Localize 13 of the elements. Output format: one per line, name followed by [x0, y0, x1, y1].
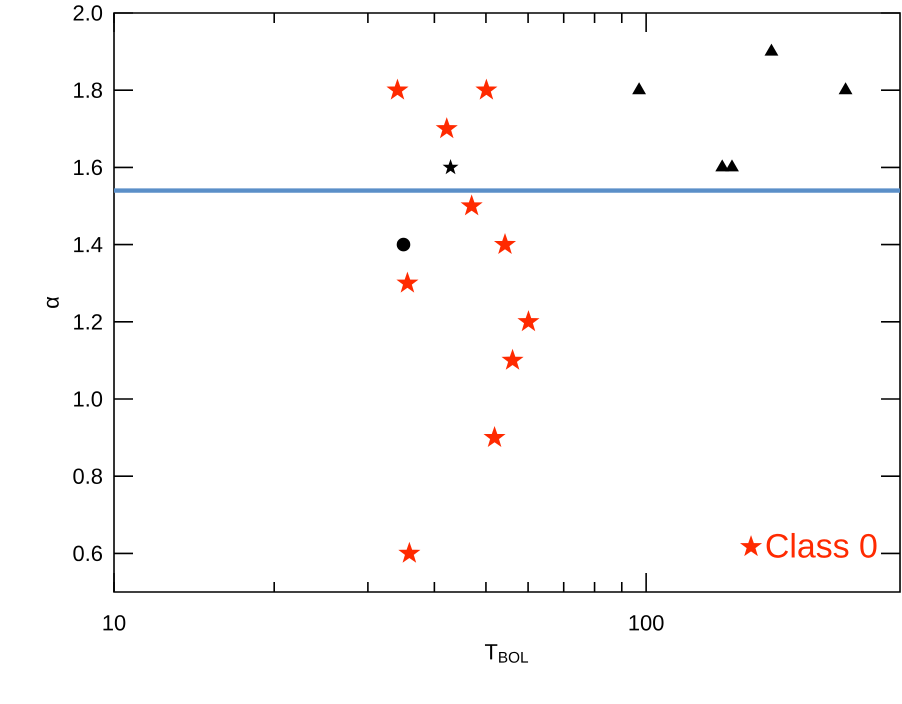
- y-tick-label: 0.6: [73, 546, 102, 562]
- y-tick-label: 2.0: [74, 5, 102, 21]
- y-tick-label: 1.8: [74, 82, 102, 98]
- x-tick-label: 100: [630, 615, 664, 631]
- legend-label: Class 0: [766, 532, 877, 558]
- x-axis-title: T$_{BOL}$: [484, 644, 528, 663]
- y-tick-label: 1.2: [74, 314, 102, 330]
- y-tick-label: 0.8: [73, 468, 102, 484]
- y-tick-label: 1.6: [74, 160, 102, 176]
- y-axis-title: α: [46, 296, 59, 308]
- y-tick-label: 1.0: [74, 391, 102, 407]
- y-tick-label: 1.4: [74, 237, 102, 252]
- x-tick-label: 10: [103, 615, 126, 631]
